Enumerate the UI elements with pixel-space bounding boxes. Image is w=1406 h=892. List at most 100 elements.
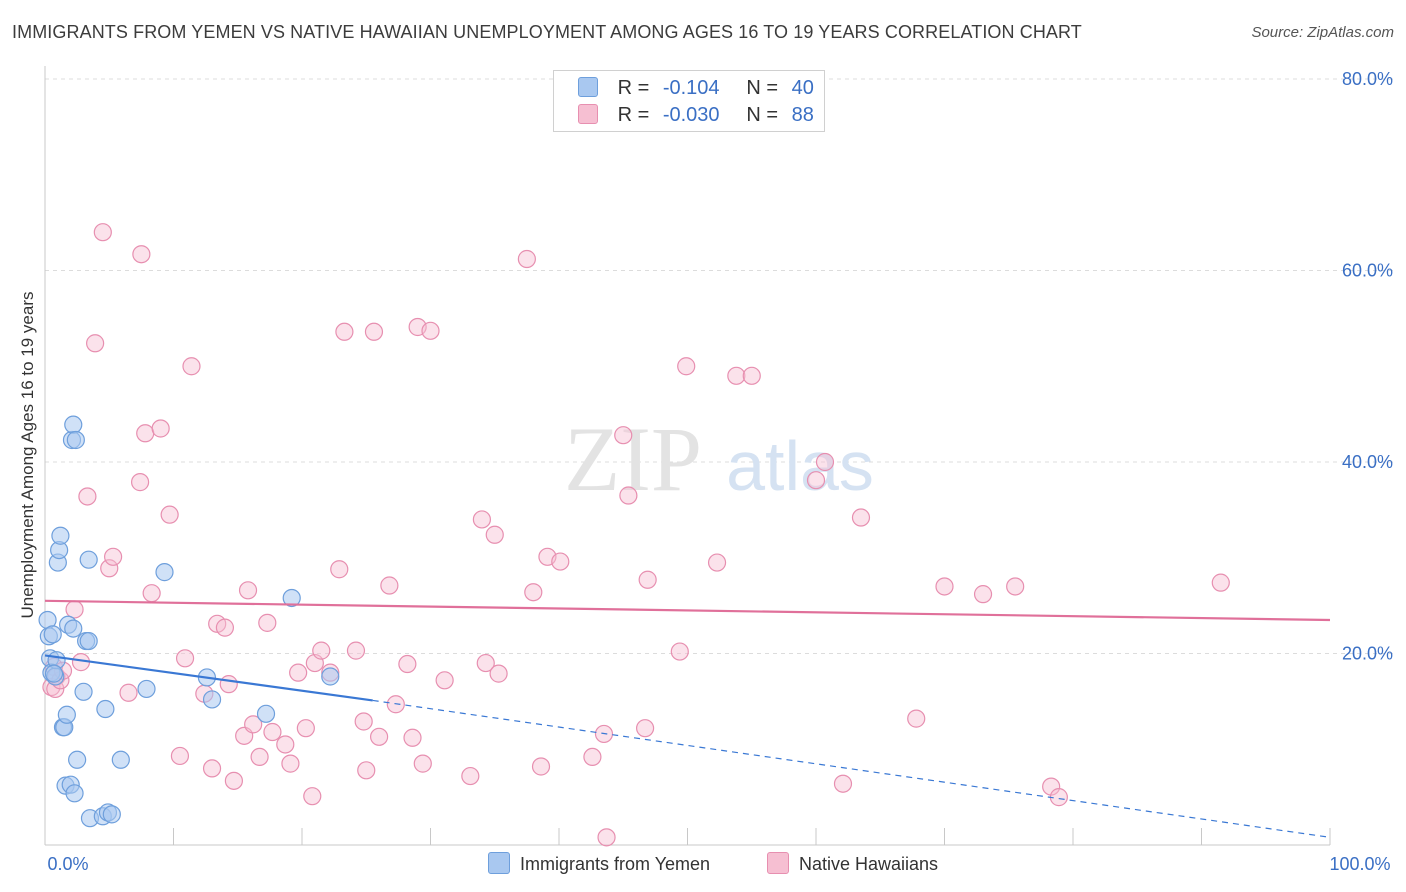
hawaiians-point (100, 559, 119, 578)
hawaiians-point (357, 761, 376, 780)
hawaiians-point (175, 649, 195, 668)
hawaiians-point (806, 471, 826, 490)
hawaiians-point (517, 249, 536, 269)
x-tick-label: 100.0% (1329, 854, 1390, 874)
hawaiians-point (531, 757, 551, 776)
hawaiians-point (132, 245, 151, 264)
legend-r-value-yemen: -0.104 (662, 77, 720, 99)
x-tick-label: 0.0% (47, 854, 88, 874)
bottom-legend-label-yemen: Immigrants from Yemen (520, 854, 711, 874)
y-tick-label: 60.0% (1342, 261, 1393, 281)
hawaiians-point (130, 473, 150, 492)
legend-row-hawaiians: R = -0.030 N = 88 (578, 104, 814, 127)
yemen-point (102, 805, 121, 824)
hawaiians-point (1006, 577, 1025, 596)
hawaiians-point (93, 223, 112, 242)
legend-n-label: N = (746, 104, 779, 126)
hawaiians-point (136, 424, 155, 443)
hawaiians-point (472, 510, 491, 529)
hawaiians-point (635, 719, 655, 738)
hawaiians-point (727, 366, 746, 385)
hawaiians-point (296, 719, 315, 738)
hawaiians-point (435, 671, 454, 690)
hawaiians-point (461, 766, 480, 786)
y-tick-label: 80.0% (1342, 69, 1393, 89)
hawaiians-point (354, 712, 373, 731)
yemen-point (79, 550, 98, 569)
legend-swatch-yemen (578, 77, 598, 97)
yemen-point (43, 625, 62, 644)
hawaiians-point (289, 663, 308, 682)
bottom-legend-swatch-hawaiians (767, 852, 789, 874)
hawaiians-point (142, 584, 161, 603)
bottom-legend-hawaiians: Native Hawaiians (767, 852, 938, 875)
hawaiians-point (244, 715, 263, 734)
source-label: Source: ZipAtlas.com (1251, 24, 1394, 41)
yemen-point (155, 563, 174, 582)
axes (44, 66, 1331, 846)
yemen-point (321, 667, 340, 686)
gridlines (45, 78, 1393, 654)
hawaiians-point (250, 747, 269, 767)
legend-n-value-hawaiians: 88 (791, 104, 814, 126)
hawaiians-point (833, 774, 853, 793)
hawaiians-point (815, 452, 835, 472)
hawaiians-point (119, 683, 138, 702)
yemen-point (111, 750, 130, 769)
bottom-legend-swatch-yemen (488, 852, 510, 874)
hawaiians-point (170, 746, 190, 766)
hawaiians-point (263, 722, 282, 742)
trend-lines (44, 599, 1331, 838)
yemen-point (64, 415, 83, 434)
hawaiians-point (707, 553, 727, 572)
yemen-trend-line (44, 654, 373, 702)
hawaiians-point (364, 322, 384, 341)
yemen-point (65, 784, 84, 803)
hawaiians-point (276, 735, 295, 754)
yemen-point (68, 750, 87, 769)
hawaiians-point (489, 664, 508, 683)
hawaiians-point (421, 321, 440, 340)
hawaiians-point (973, 585, 993, 604)
watermark-atlas: atlas (726, 427, 874, 505)
hawaiians-point (370, 727, 389, 746)
hawaiians-point (65, 600, 84, 619)
hawaiians-point (935, 577, 954, 596)
hawaiians-point (583, 747, 602, 767)
y-tick-label: 40.0% (1342, 452, 1393, 472)
hawaiians-point (238, 581, 258, 600)
watermark-zip: ZIP (564, 408, 702, 510)
hawaiians-point (413, 754, 432, 773)
legend-r-label: R = (617, 77, 650, 99)
hawaiians-point (346, 641, 366, 660)
yemen-point (256, 704, 276, 723)
yemen-point (282, 588, 301, 608)
hawaiians-point (330, 560, 349, 579)
hawaiians-point (380, 576, 399, 595)
yemen-point (96, 699, 115, 719)
yemen-point (44, 664, 64, 683)
hawaiians-point (1211, 573, 1230, 592)
hawaiians-point (86, 334, 105, 353)
legend-r-label: R = (617, 104, 650, 126)
hawaiians-trend-line (44, 599, 1331, 622)
legend-swatch-hawaiians (578, 104, 598, 124)
hawaiians-point (851, 508, 871, 527)
hawaiians-point (258, 613, 277, 632)
hawaiians-point (219, 675, 238, 694)
hawaiians-point (224, 771, 243, 790)
hawaiians-point (638, 570, 657, 589)
hawaiians-point (742, 366, 761, 385)
yemen-point (79, 631, 98, 651)
hawaiians-point (403, 728, 422, 747)
yemen-point (51, 526, 70, 545)
hawaiians-point (524, 583, 543, 602)
yemen-point (74, 682, 93, 701)
legend-row-yemen: R = -0.104 N = 40 (578, 77, 814, 100)
legend-r-value-hawaiians: -0.030 (662, 104, 720, 126)
hawaiians-point (78, 487, 97, 506)
bottom-legend-yemen: Immigrants from Yemen (488, 852, 710, 875)
y-tick-label: 20.0% (1342, 644, 1393, 664)
legend-n-value-yemen: 40 (791, 77, 814, 99)
